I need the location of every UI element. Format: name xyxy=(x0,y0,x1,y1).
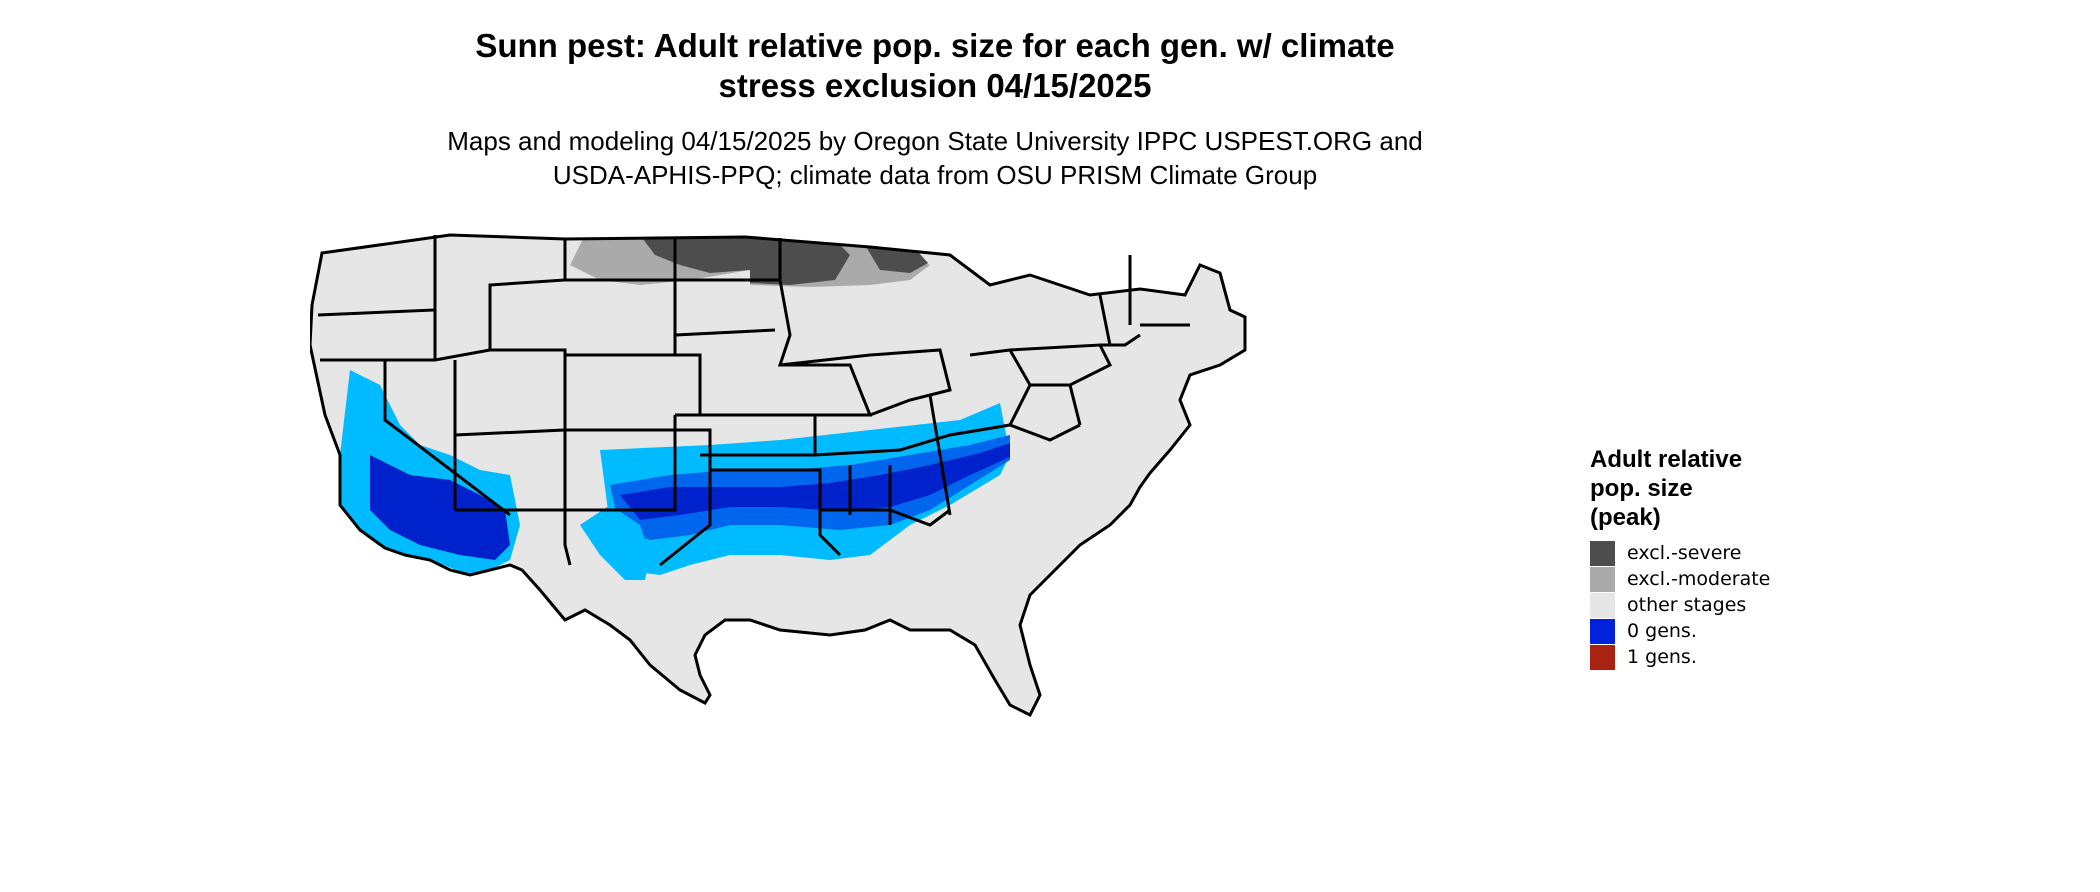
legend-swatch xyxy=(1590,566,1615,592)
legend: Adult relative pop. size (peak) excl.-se… xyxy=(1590,445,1850,670)
legend-item-other-stages: other stages xyxy=(1590,592,1850,618)
subtitle-line-1: Maps and modeling 04/15/2025 by Oregon S… xyxy=(447,126,1423,156)
legend-label: excl.-severe xyxy=(1627,542,1742,564)
legend-item-excl-moderate: excl.-moderate xyxy=(1590,566,1850,592)
legend-swatch xyxy=(1590,644,1615,670)
us-map xyxy=(310,233,1247,718)
map-title: Sunn pest: Adult relative pop. size for … xyxy=(0,26,1870,106)
legend-title: Adult relative pop. size (peak) xyxy=(1590,446,1743,531)
excl-severe-zone-center xyxy=(750,235,850,285)
legend-items: excl.-severe excl.-moderate other stages… xyxy=(1590,540,1850,670)
legend-item-1-gens: 1 gens. xyxy=(1590,644,1850,670)
legend-swatch xyxy=(1590,618,1615,644)
title-line-2: stress exclusion 04/15/2025 xyxy=(718,67,1152,104)
state-borders xyxy=(310,233,1247,718)
dark-blue-band xyxy=(620,443,1010,520)
title-line-1: Sunn pest: Adult relative pop. size for … xyxy=(475,27,1395,64)
west-dark-blue xyxy=(370,455,510,560)
excl-severe-zone-west xyxy=(640,235,750,273)
legend-label: excl.-moderate xyxy=(1627,568,1771,590)
subtitle-line-2: USDA-APHIS-PPQ; climate data from OSU PR… xyxy=(552,160,1318,190)
legend-label: 1 gens. xyxy=(1627,646,1697,668)
legend-label: other stages xyxy=(1627,594,1747,616)
legend-item-0-gens: 0 gens. xyxy=(1590,618,1850,644)
texas-light-blue xyxy=(580,505,650,580)
legend-swatch xyxy=(1590,592,1615,618)
legend-swatch xyxy=(1590,540,1615,566)
legend-item-excl-severe: excl.-severe xyxy=(1590,540,1850,566)
map-subtitle: Maps and modeling 04/15/2025 by Oregon S… xyxy=(0,124,1870,192)
legend-label: 0 gens. xyxy=(1627,620,1697,642)
